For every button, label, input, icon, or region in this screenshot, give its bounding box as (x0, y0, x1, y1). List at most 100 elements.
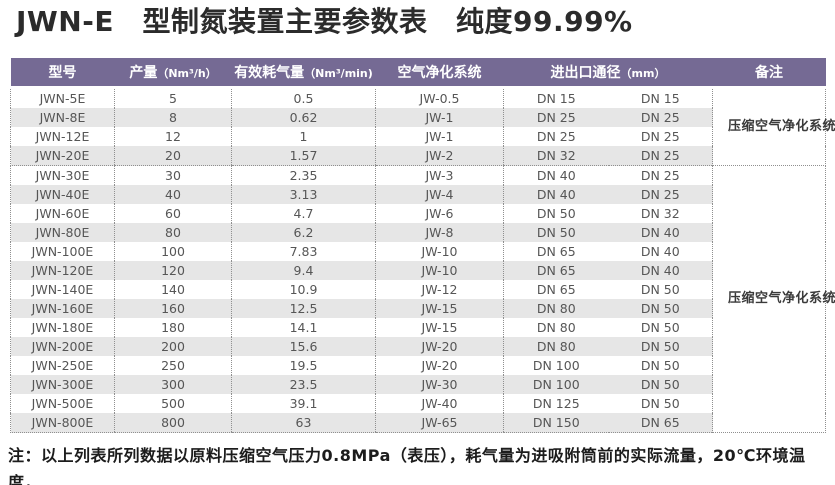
model-cell: JWN-160E (10, 299, 115, 318)
table-row: JWN-60E 60 4.7 JW-6 DN 50 DN 32 (10, 204, 826, 223)
consumption-cell: 1.57 (231, 146, 376, 166)
table-row: JWN-20E 20 1.57 JW-2 DN 32 DN 25 (10, 146, 826, 166)
consumption-cell: 7.83 (231, 242, 376, 261)
header-remark-label: 备注 (755, 65, 783, 81)
table-row: JWN-120E 120 9.4 JW-10 DN 65 DN 40 (10, 261, 826, 280)
table-row: JWN-80E 80 6.2 JW-8 DN 50 DN 40 (10, 223, 826, 242)
dn-inlet-cell: DN 65 (503, 280, 609, 299)
output-cell: 80 (114, 223, 232, 242)
purification-cell: JW-20 (375, 356, 504, 375)
dn-outlet-cell: DN 65 (608, 413, 713, 433)
table-row: JWN-300E 300 23.5 JW-30 DN 100 DN 50 (10, 375, 826, 394)
purification-cell: JW-65 (375, 413, 504, 433)
output-cell: 120 (114, 261, 232, 280)
header-model-label: 型号 (48, 65, 77, 81)
dn-outlet-cell: DN 50 (608, 375, 713, 394)
output-cell: 100 (114, 242, 232, 261)
dn-outlet-cell: DN 50 (640, 320, 680, 335)
dn-outlet-cell: DN 50 (640, 282, 680, 297)
model-cell: JWN-140E (10, 280, 115, 299)
model-cell: JWN-12E (10, 127, 115, 146)
purification-cell: JW-2 (375, 146, 504, 166)
model-cell: JWN-30E (10, 165, 115, 185)
footnote-line-1: 注：以上列表所列数据以原料压缩空气压力0.8MPa（表压），耗气量为进吸附筒前的… (8, 446, 806, 485)
dn-inlet-cell: DN 125 (503, 394, 609, 413)
header-consumption-label: 有效耗气量 (234, 65, 305, 81)
purification-cell: JW-4 (375, 185, 504, 204)
output-cell: 20 (114, 146, 232, 166)
table-row: JWN-8E 8 0.62 JW-1 DN 25 DN 25 (10, 108, 826, 127)
dn-outlet-cell: DN 25 (608, 146, 713, 166)
purification-cell: JW-8 (375, 223, 504, 242)
dn-inlet-cell: DN 65 (503, 261, 609, 280)
table-row: JWN-40E 40 3.13 JW-4 DN 40 DN 25 (10, 185, 826, 204)
model-cell: JWN-250E (10, 356, 115, 375)
dn-inlet-cell: DN 50 (503, 204, 609, 223)
dn-inlet-cell: DN 40 (503, 165, 609, 185)
consumption-cell: 19.5 (231, 356, 376, 375)
header-consumption: 有效耗气量（Nm³/min) (231, 58, 376, 89)
purification-cell: JW-20 (375, 337, 504, 356)
header-port-diameter: 进出口通径（mm） (503, 58, 713, 89)
output-cell: 5 (114, 87, 232, 108)
table-row: JWN-160E 160 12.5 JW-15 DN 80 DN 50 (10, 299, 826, 318)
dn-outlet-cell: DN 50 (608, 299, 713, 318)
output-cell: 8 (114, 108, 232, 127)
table-row: JWN-100E 100 7.83 JW-10 DN 65 DN 40 (10, 242, 826, 261)
remark-cell: 压缩空气净化系统与氮气设备分体安装 (712, 165, 835, 433)
purification-cell: JW-0.5 (375, 87, 504, 108)
header-port-unit: （mm） (620, 67, 666, 80)
dn-inlet-cell: DN 150 (503, 413, 609, 433)
footnote: 注：以上列表所列数据以原料压缩空气压力0.8MPa（表压），耗气量为进吸附筒前的… (8, 442, 835, 485)
header-output-unit: （Nm³/h） (157, 67, 217, 80)
table-row: JWN-800E 800 63 JW-65 DN 150 DN 65 (10, 413, 826, 433)
output-cell: 30 (114, 165, 232, 185)
model-cell: JWN-200E (10, 337, 115, 356)
purification-cell: JW-40 (375, 394, 504, 413)
dn-inlet-cell: DN 15 (503, 87, 609, 108)
model-cell: JWN-5E (10, 87, 115, 108)
purification-cell: JW-6 (375, 204, 504, 223)
output-cell: 200 (114, 337, 232, 356)
consumption-cell: 0.62 (231, 108, 376, 127)
consumption-cell: 6.2 (231, 223, 376, 242)
model-cell: JWN-8E (10, 108, 115, 127)
consumption-cell: 39.1 (231, 394, 376, 413)
dn-outlet-cell: DN 50 (608, 337, 713, 356)
dn-inlet-cell: DN 40 (503, 185, 609, 204)
header-output: 产量（Nm³/h） (114, 58, 232, 89)
output-cell: 140 (114, 280, 232, 299)
model-cell: JWN-180E (10, 318, 115, 337)
dn-inlet-cell: DN 100 (503, 375, 609, 394)
model-cell: JWN-800E (10, 413, 115, 433)
output-cell: 180 (114, 318, 232, 337)
purification-cell: JW-15 (375, 299, 504, 318)
dn-outlet-cell: DN 32 (640, 206, 680, 221)
dn-inlet-cell: DN 80 (503, 337, 609, 356)
table-row: JWN-250E 250 19.5 JW-20 DN 100 DN 50 (10, 356, 826, 375)
remark-text: 压缩空气净化系统与氮气设备分体安装 (728, 291, 835, 306)
model-cell: JWN-100E (10, 242, 115, 261)
header-consumption-unit: （Nm³/min) (304, 67, 373, 80)
header-remark: 备注 (712, 58, 826, 89)
dn-outlet-cell: DN 50 (640, 358, 680, 373)
output-cell: 12 (114, 127, 232, 146)
model-cell: JWN-80E (10, 223, 115, 242)
consumption-cell: 12.5 (231, 299, 376, 318)
output-cell: 40 (114, 185, 232, 204)
dn-inlet-cell: DN 65 (503, 242, 609, 261)
dn-outlet-cell: DN 25 (608, 108, 713, 127)
dn-inlet-cell: DN 80 (503, 318, 609, 337)
consumption-cell: 2.35 (231, 165, 376, 185)
output-cell: 250 (114, 356, 232, 375)
purification-cell: JW-3 (375, 165, 504, 185)
consumption-cell: 3.13 (231, 185, 376, 204)
purification-cell: JW-10 (375, 261, 504, 280)
dn-inlet-cell: DN 32 (503, 146, 609, 166)
model-cell: JWN-60E (10, 204, 115, 223)
model-cell: JWN-40E (10, 185, 115, 204)
purification-cell: JW-1 (375, 127, 504, 146)
